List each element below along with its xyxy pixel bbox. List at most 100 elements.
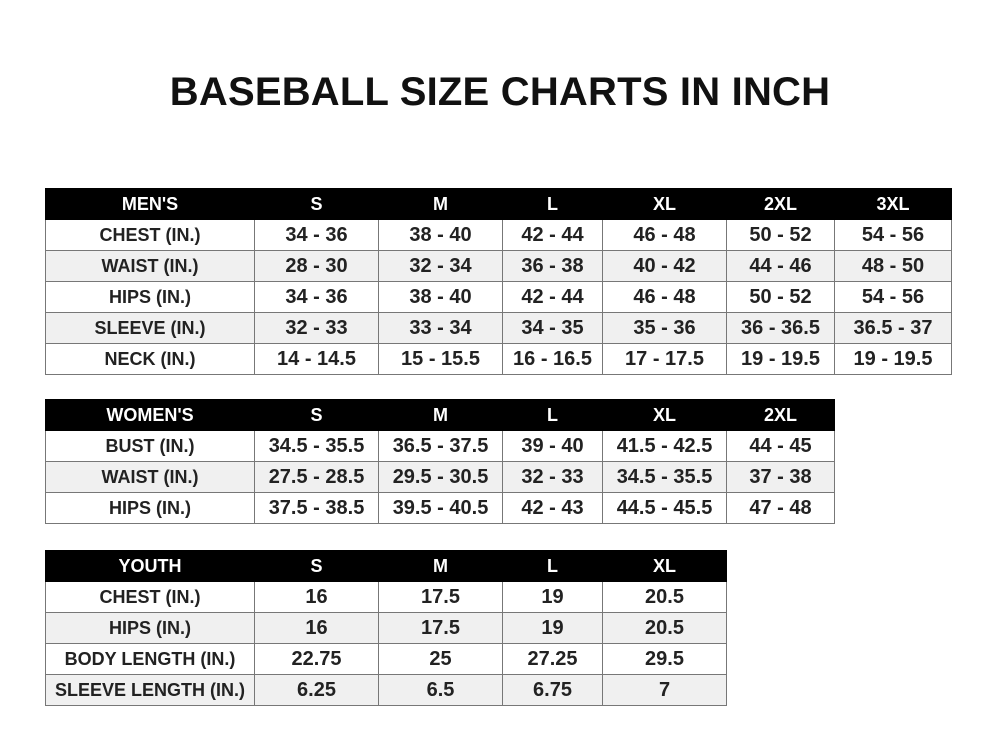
size-value: 16 - 16.5 <box>502 343 603 375</box>
size-value: 48 - 50 <box>834 250 952 282</box>
size-value: 17.5 <box>378 581 503 613</box>
size-value: 19 - 19.5 <box>726 343 835 375</box>
header-row: YOUTH S M L XL <box>45 550 727 582</box>
table-row: CHEST (IN.) 34 - 36 38 - 40 42 - 44 46 - 48 5… <box>45 219 952 251</box>
size-header: S <box>254 550 379 582</box>
size-value: 16 <box>254 581 379 613</box>
size-value: 39.5 - 40.5 <box>378 492 503 524</box>
size-value: 36 - 36.5 <box>726 312 835 344</box>
size-value: 44 - 45 <box>726 430 835 462</box>
measurement-label: SLEEVE LENGTH (IN.) <box>45 674 255 706</box>
size-value: 34.5 - 35.5 <box>254 430 379 462</box>
size-value: 25 <box>378 643 503 675</box>
measurement-label: SLEEVE (IN.) <box>45 312 255 344</box>
size-value: 40 - 42 <box>602 250 727 282</box>
size-header: XL <box>602 550 727 582</box>
youth-size-table: YOUTH S M L XL CHEST (IN.) 16 17.5 19 20.5 HIPS (I… <box>45 550 727 706</box>
size-value: 38 - 40 <box>378 219 503 251</box>
size-value: 54 - 56 <box>834 219 952 251</box>
size-value: 32 - 33 <box>502 461 603 493</box>
table-row: HIPS (IN.) 16 17.5 19 20.5 <box>45 612 727 644</box>
category-header: WOMEN'S <box>45 399 255 431</box>
table-row: WAIST (IN.) 27.5 - 28.5 29.5 - 30.5 32 - 33… <box>45 461 835 493</box>
size-value: 19 <box>502 612 603 644</box>
size-value: 42 - 43 <box>502 492 603 524</box>
size-header: L <box>502 550 603 582</box>
size-value: 27.25 <box>502 643 603 675</box>
size-value: 44 - 46 <box>726 250 835 282</box>
category-header: YOUTH <box>45 550 255 582</box>
size-value: 14 - 14.5 <box>254 343 379 375</box>
size-value: 17.5 <box>378 612 503 644</box>
size-value: 28 - 30 <box>254 250 379 282</box>
size-value: 6.75 <box>502 674 603 706</box>
size-value: 54 - 56 <box>834 281 952 313</box>
measurement-label: NECK (IN.) <box>45 343 255 375</box>
table-row: HIPS (IN.) 34 - 36 38 - 40 42 - 44 46 - 48 50… <box>45 281 952 313</box>
measurement-label: HIPS (IN.) <box>45 492 255 524</box>
measurement-label: BUST (IN.) <box>45 430 255 462</box>
mens-size-table: MEN'S S M L XL 2XL 3XL CHEST (IN.) 34 - 36 38 - 4… <box>45 188 952 375</box>
category-header: MEN'S <box>45 188 255 220</box>
size-value: 46 - 48 <box>602 281 727 313</box>
measurement-label: BODY LENGTH (IN.) <box>45 643 255 675</box>
table-row: HIPS (IN.) 37.5 - 38.5 39.5 - 40.5 42 - 43 4… <box>45 492 835 524</box>
size-value: 46 - 48 <box>602 219 727 251</box>
measurement-label: HIPS (IN.) <box>45 281 255 313</box>
table-row: SLEEVE (IN.) 32 - 33 33 - 34 34 - 35 35 - 36… <box>45 312 952 344</box>
size-value: 32 - 34 <box>378 250 503 282</box>
header-row: MEN'S S M L XL 2XL 3XL <box>45 188 952 220</box>
size-value: 44.5 - 45.5 <box>602 492 727 524</box>
size-value: 50 - 52 <box>726 281 835 313</box>
size-value: 17 - 17.5 <box>602 343 727 375</box>
size-header: 3XL <box>834 188 952 220</box>
size-value: 29.5 <box>602 643 727 675</box>
size-value: 37 - 38 <box>726 461 835 493</box>
size-header: M <box>378 399 503 431</box>
size-value: 6.25 <box>254 674 379 706</box>
size-value: 34 - 36 <box>254 219 379 251</box>
size-value: 38 - 40 <box>378 281 503 313</box>
size-header: 2XL <box>726 188 835 220</box>
size-value: 19 <box>502 581 603 613</box>
measurement-label: HIPS (IN.) <box>45 612 255 644</box>
size-value: 16 <box>254 612 379 644</box>
size-value: 15 - 15.5 <box>378 343 503 375</box>
size-value: 37.5 - 38.5 <box>254 492 379 524</box>
size-value: 19 - 19.5 <box>834 343 952 375</box>
page-title: BASEBALL SIZE CHARTS IN INCH <box>169 70 831 114</box>
size-value: 32 - 33 <box>254 312 379 344</box>
size-value: 39 - 40 <box>502 430 603 462</box>
size-header: M <box>378 188 503 220</box>
size-value: 29.5 - 30.5 <box>378 461 503 493</box>
size-value: 6.5 <box>378 674 503 706</box>
womens-size-table: WOMEN'S S M L XL 2XL BUST (IN.) 34.5 - 35.5 36.5… <box>45 399 835 524</box>
size-header: L <box>502 188 603 220</box>
table-row: NECK (IN.) 14 - 14.5 15 - 15.5 16 - 16.5 17 … <box>45 343 952 375</box>
size-value: 36.5 - 37 <box>834 312 952 344</box>
measurement-label: CHEST (IN.) <box>45 581 255 613</box>
size-header: XL <box>602 188 727 220</box>
size-value: 7 <box>602 674 727 706</box>
size-header: M <box>378 550 503 582</box>
size-header: S <box>254 188 379 220</box>
measurement-label: CHEST (IN.) <box>45 219 255 251</box>
size-value: 33 - 34 <box>378 312 503 344</box>
table-row: BODY LENGTH (IN.) 22.75 25 27.25 29.5 <box>45 643 727 675</box>
size-value: 20.5 <box>602 581 727 613</box>
size-value: 42 - 44 <box>502 281 603 313</box>
table-row: BUST (IN.) 34.5 - 35.5 36.5 - 37.5 39 - 40 4… <box>45 430 835 462</box>
table-row: SLEEVE LENGTH (IN.) 6.25 6.5 6.75 7 <box>45 674 727 706</box>
size-value: 22.75 <box>254 643 379 675</box>
size-header: L <box>502 399 603 431</box>
measurement-label: WAIST (IN.) <box>45 461 255 493</box>
size-value: 47 - 48 <box>726 492 835 524</box>
size-value: 50 - 52 <box>726 219 835 251</box>
size-value: 36.5 - 37.5 <box>378 430 503 462</box>
table-row: CHEST (IN.) 16 17.5 19 20.5 <box>45 581 727 613</box>
size-value: 35 - 36 <box>602 312 727 344</box>
size-value: 42 - 44 <box>502 219 603 251</box>
size-value: 34 - 36 <box>254 281 379 313</box>
size-value: 20.5 <box>602 612 727 644</box>
size-header: 2XL <box>726 399 835 431</box>
